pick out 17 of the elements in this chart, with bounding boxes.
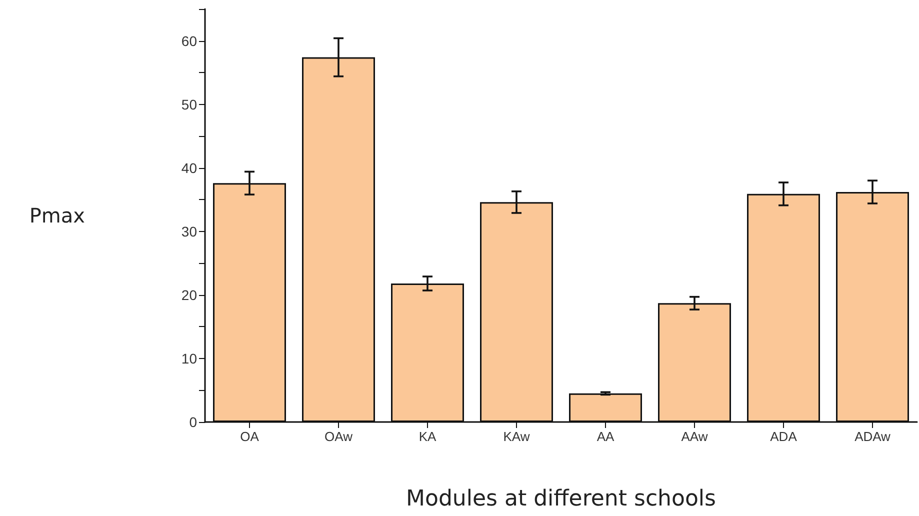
x-tick-label: KA [418, 429, 436, 444]
y-tick-label: 40 [181, 160, 198, 176]
y-tick-label: 60 [181, 32, 198, 49]
y-tick-label: 10 [181, 350, 198, 366]
y-tick-label: 30 [181, 223, 198, 240]
x-tick-label: KAw [503, 429, 530, 444]
y-tick-label: 20 [181, 286, 198, 303]
y-tick-label: 0 [189, 414, 198, 430]
x-tick-label: OA [240, 429, 260, 444]
x-tick-label: AA [596, 429, 614, 444]
x-tick-label: ADAw [854, 429, 892, 444]
x-tick-label: ADA [770, 429, 798, 444]
x-axis-title: Modules at different schools [406, 486, 716, 512]
y-tick-label: 50 [181, 96, 198, 112]
y-axis-title: Pmax [29, 204, 86, 228]
x-tick-label: AAw [681, 429, 708, 444]
x-tick-label: OAw [324, 429, 354, 444]
